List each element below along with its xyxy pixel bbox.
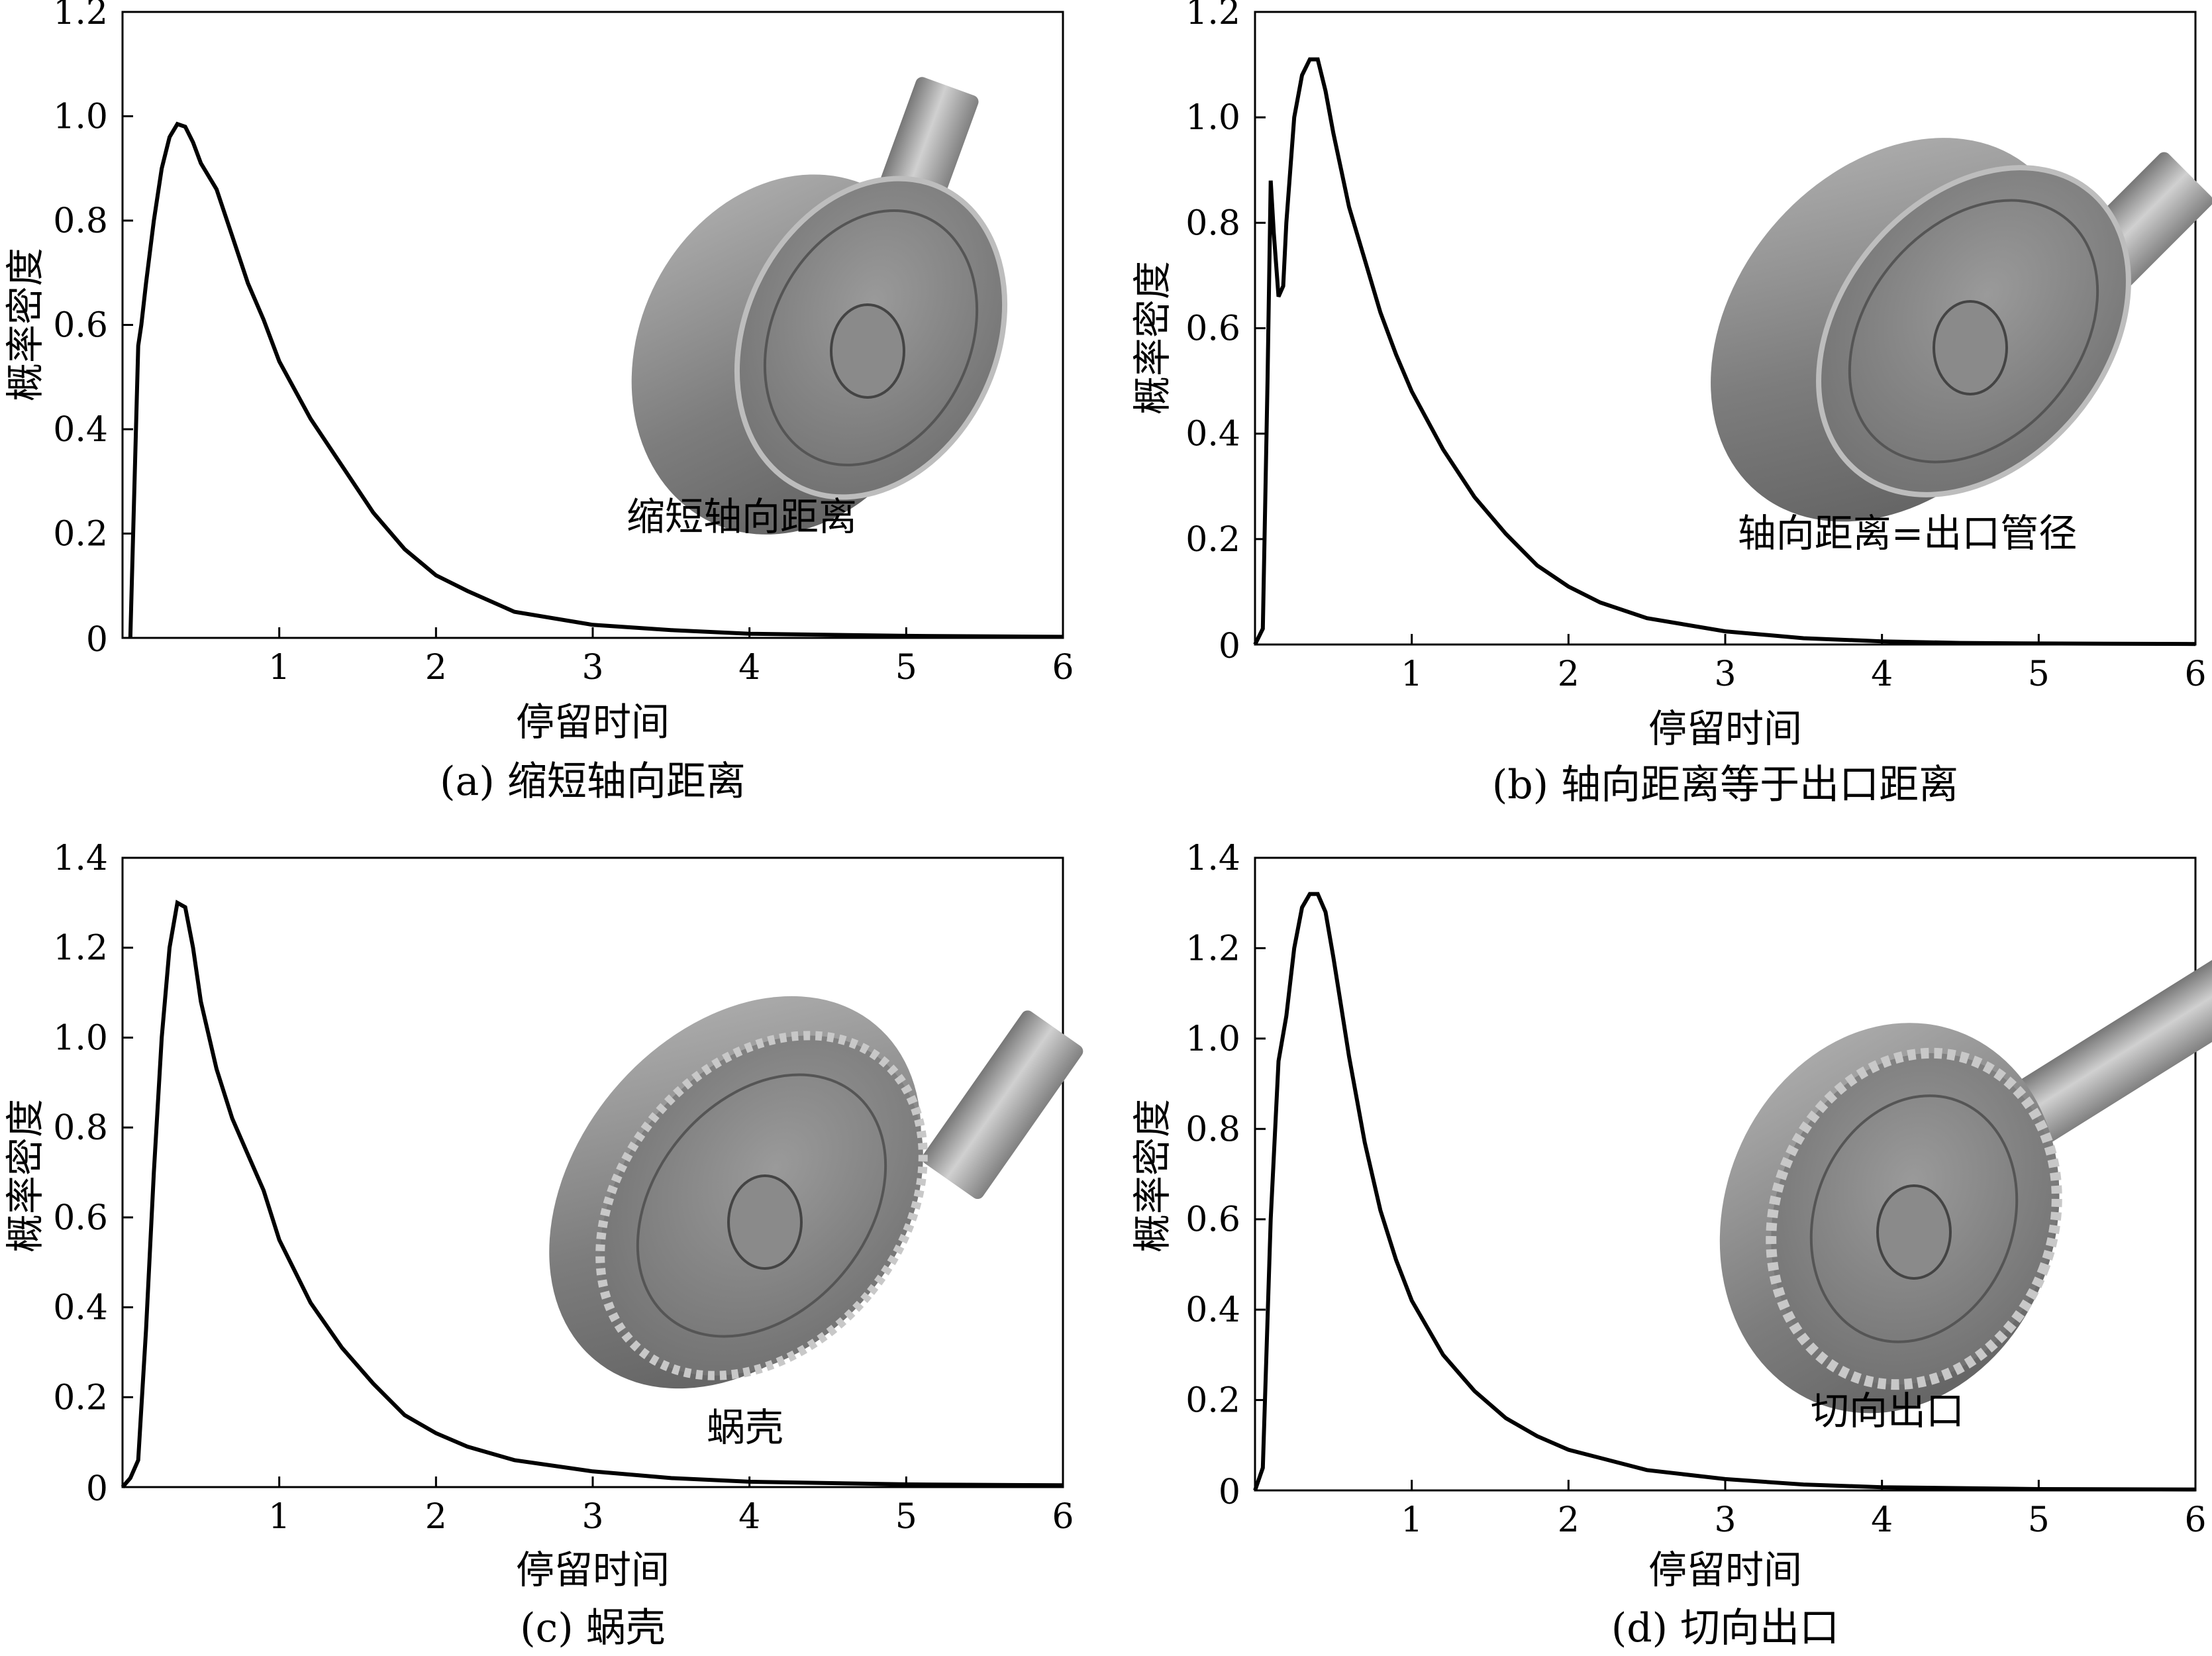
x-tick-label: 5 (895, 648, 917, 688)
series-line (128, 121, 1064, 639)
y-tick-label: 1.0 (53, 97, 108, 137)
y-tick-label: 0.8 (1185, 1110, 1240, 1149)
y-tick-label: 1.4 (53, 839, 108, 878)
x-tick-label: 3 (581, 648, 603, 688)
pump-spiral-volute-icon (549, 996, 1083, 1389)
x-tick-label: 6 (1052, 648, 1074, 688)
inset-label: 蜗壳 (707, 1405, 783, 1450)
series-line (1253, 892, 2196, 1492)
panel-caption: (b) 轴向距离等于出口距离 (1492, 762, 1958, 808)
y-tick-label: 0.8 (1185, 203, 1240, 243)
inset-label: 缩短轴向距离 (627, 494, 857, 539)
panel-b: 0 0.2 0.4 0.6 0.8 1.0 1.2 1 2 3 4 5 6 轴向距离=出口管径 停留时… (1130, 0, 2212, 808)
y-axis-ticks: 0 0.2 0.4 0.6 0.8 1.0 1.2 (1185, 0, 1266, 666)
x-tick-label: 3 (581, 1497, 603, 1537)
x-tick-label: 3 (1714, 654, 1736, 694)
y-tick-label: 0.4 (1185, 415, 1240, 454)
y-tick-label: 1.0 (1185, 98, 1240, 138)
y-axis-ticks: 0 0.2 0.4 0.6 0.8 1.0 1.2 1.4 (1185, 839, 1266, 1512)
y-tick-label: 0.2 (1185, 1381, 1240, 1421)
pump-volute-equal-axial-icon (1711, 138, 2212, 522)
panel-a: 0 0.2 0.4 0.6 0.8 1.0 1.2 1 2 3 4 5 6 缩短轴向距离 停留时间 概… (3, 0, 1074, 805)
x-tick-label: 4 (738, 648, 760, 688)
y-axis-ticks: 0 0.2 0.4 0.6 0.8 1.0 1.2 (53, 0, 133, 660)
x-axis-ticks: 1 2 3 4 5 6 (268, 1476, 1074, 1537)
y-tick-label: 1.4 (1185, 839, 1240, 878)
y-tick-label: 1.2 (53, 929, 108, 968)
y-tick-label: 0 (1219, 627, 1240, 666)
y-tick-label: 0.2 (53, 1378, 108, 1418)
x-tick-label: 1 (268, 1497, 290, 1537)
x-tick-label: 4 (738, 1497, 760, 1537)
y-tick-label: 0.6 (53, 306, 108, 346)
series-line (121, 900, 1064, 1488)
y-tick-label: 0 (1219, 1473, 1240, 1512)
x-axis-ticks: 1 2 3 4 5 6 (268, 627, 1074, 688)
x-tick-label: 5 (2028, 1500, 2050, 1540)
x-tick-label: 1 (268, 648, 290, 688)
x-axis-ticks: 1 2 3 4 5 6 (1401, 634, 2207, 694)
y-tick-label: 0.4 (53, 1288, 108, 1328)
x-tick-label: 6 (1052, 1497, 1074, 1537)
inset-label: 切向出口 (1811, 1388, 1964, 1433)
pump-volute-short-axial-icon (631, 77, 1008, 535)
x-tick-label: 2 (1558, 654, 1580, 694)
x-tick-label: 6 (2184, 1500, 2206, 1540)
y-axis-ticks: 0 0.2 0.4 0.6 0.8 1.0 1.2 1.4 (53, 839, 133, 1509)
y-tick-label: 0.6 (1185, 1200, 1240, 1240)
y-tick-label: 0.2 (1185, 520, 1240, 560)
y-axis-label: 概率密度 (3, 248, 48, 401)
y-tick-label: 0 (86, 1469, 108, 1509)
x-tick-label: 2 (425, 1497, 447, 1537)
y-tick-label: 0.8 (53, 1108, 108, 1148)
y-tick-label: 0 (86, 620, 108, 660)
x-tick-label: 2 (1558, 1500, 1580, 1540)
y-tick-label: 0.6 (1185, 309, 1240, 349)
x-tick-label: 2 (425, 648, 447, 688)
x-tick-label: 5 (895, 1497, 917, 1537)
x-tick-label: 4 (1871, 1500, 1893, 1540)
y-tick-label: 1.0 (1185, 1019, 1240, 1059)
x-tick-label: 1 (1401, 654, 1423, 694)
y-tick-label: 0.2 (53, 515, 108, 554)
y-tick-label: 1.0 (53, 1018, 108, 1058)
y-tick-label: 0.4 (53, 410, 108, 450)
x-axis-label: 停留时间 (1648, 1547, 1802, 1592)
x-axis-label: 停留时间 (516, 699, 670, 745)
y-tick-label: 1.2 (1185, 0, 1240, 32)
panel-caption: (c) 蜗壳 (520, 1605, 666, 1651)
panel-caption: (d) 切向出口 (1611, 1605, 1839, 1651)
x-tick-label: 1 (1401, 1500, 1423, 1540)
series-line (1253, 57, 2196, 647)
y-axis-label: 概率密度 (3, 1099, 48, 1253)
x-axis-ticks: 1 2 3 4 5 6 (1401, 1480, 2207, 1540)
x-axis-label: 停留时间 (516, 1547, 670, 1592)
y-tick-label: 1.2 (53, 0, 108, 32)
x-tick-label: 6 (2184, 654, 2206, 694)
x-axis-label: 停留时间 (1648, 706, 1802, 751)
y-axis-label: 概率密度 (1130, 261, 1175, 415)
y-tick-label: 0.4 (1185, 1290, 1240, 1330)
x-tick-label: 4 (1871, 654, 1893, 694)
x-tick-label: 5 (2028, 654, 2050, 694)
y-tick-label: 0.6 (53, 1198, 108, 1238)
pump-tangential-outlet-icon (1719, 957, 2212, 1414)
x-tick-label: 3 (1714, 1500, 1736, 1540)
y-tick-label: 0.8 (53, 201, 108, 241)
y-axis-label: 概率密度 (1130, 1099, 1175, 1253)
y-tick-label: 1.2 (1185, 929, 1240, 968)
panel-c: 0 0.2 0.4 0.6 0.8 1.0 1.2 1.4 1 2 3 4 5 6 蜗壳 停留时间 概率… (3, 839, 1083, 1651)
panel-caption: (a) 缩短轴向距离 (440, 758, 746, 805)
inset-label: 轴向距离=出口管径 (1738, 511, 2078, 556)
